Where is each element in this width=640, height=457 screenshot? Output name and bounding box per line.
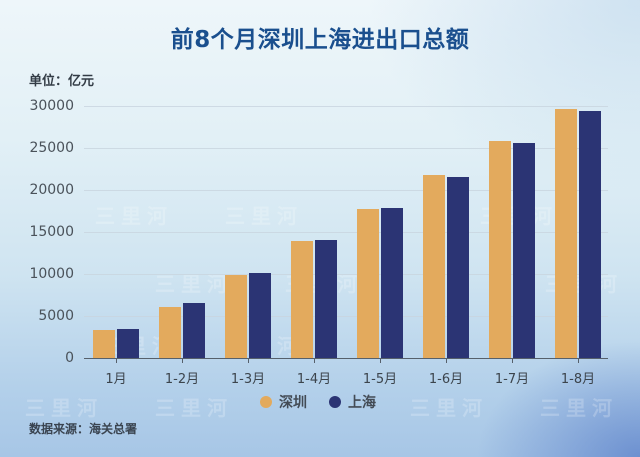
x-tick bbox=[578, 358, 579, 363]
gridline bbox=[84, 232, 608, 233]
x-tick-label: 1月 bbox=[105, 372, 127, 387]
x-tick-label: 1-3月 bbox=[230, 372, 266, 387]
y-tick-label: 30000 bbox=[29, 98, 74, 114]
x-tick bbox=[248, 358, 249, 363]
gridline bbox=[84, 316, 608, 317]
x-tick-label: 1-7月 bbox=[494, 372, 530, 387]
bar-shenzhen[interactable] bbox=[357, 208, 379, 358]
bar-shenzhen[interactable] bbox=[489, 140, 511, 358]
x-tick bbox=[116, 358, 117, 363]
gridline bbox=[84, 106, 608, 107]
legend: 深圳 上海 bbox=[260, 392, 390, 412]
x-tick bbox=[380, 358, 381, 363]
x-tick-label: 1-5月 bbox=[362, 372, 398, 387]
x-tick bbox=[512, 358, 513, 363]
legend-label: 深圳 bbox=[279, 395, 307, 411]
y-tick-label: 15000 bbox=[29, 224, 74, 240]
bar-shanghai[interactable] bbox=[513, 143, 535, 358]
x-tick-label: 1-6月 bbox=[428, 372, 464, 387]
x-tick-label: 1-8月 bbox=[560, 372, 596, 387]
gridline bbox=[84, 274, 608, 275]
bar-shanghai[interactable] bbox=[381, 207, 403, 358]
bar-shanghai[interactable] bbox=[315, 239, 337, 358]
x-tick bbox=[182, 358, 183, 363]
legend-label: 上海 bbox=[348, 395, 376, 411]
bar-shanghai[interactable] bbox=[183, 303, 205, 358]
y-tick-label: 5000 bbox=[38, 308, 74, 324]
gridline bbox=[84, 190, 608, 191]
bar-shenzhen[interactable] bbox=[93, 330, 115, 358]
bar-shenzhen[interactable] bbox=[225, 274, 247, 358]
x-axis-line bbox=[84, 357, 608, 359]
bar-shenzhen[interactable] bbox=[291, 240, 313, 358]
chart-title: 前8个月深圳上海进出口总额 bbox=[170, 27, 470, 53]
y-tick-label: 20000 bbox=[29, 182, 74, 198]
x-tick bbox=[446, 358, 447, 363]
y-tick-label: 10000 bbox=[29, 266, 74, 282]
unit-label: 单位：亿元 bbox=[29, 74, 95, 89]
y-tick-label: 25000 bbox=[29, 140, 74, 156]
bar-shanghai[interactable] bbox=[249, 273, 271, 358]
legend-dot-icon bbox=[260, 396, 272, 408]
data-source: 数据来源：海关总署 bbox=[29, 422, 138, 436]
legend-item-shenzhen[interactable]: 深圳 bbox=[260, 392, 307, 412]
legend-item-shanghai[interactable]: 上海 bbox=[329, 392, 376, 412]
x-tick-label: 1-2月 bbox=[164, 372, 200, 387]
y-tick-label: 0 bbox=[65, 350, 74, 366]
bar-shanghai[interactable] bbox=[117, 329, 139, 358]
bar-shenzhen[interactable] bbox=[555, 108, 577, 358]
bar-shenzhen[interactable] bbox=[159, 307, 181, 358]
bar-shenzhen[interactable] bbox=[423, 175, 445, 358]
x-tick bbox=[314, 358, 315, 363]
gridline bbox=[84, 148, 608, 149]
x-tick-label: 1-4月 bbox=[296, 372, 332, 387]
bar-shanghai[interactable] bbox=[447, 176, 469, 358]
legend-dot-icon bbox=[329, 396, 341, 408]
bar-shanghai[interactable] bbox=[579, 111, 601, 358]
